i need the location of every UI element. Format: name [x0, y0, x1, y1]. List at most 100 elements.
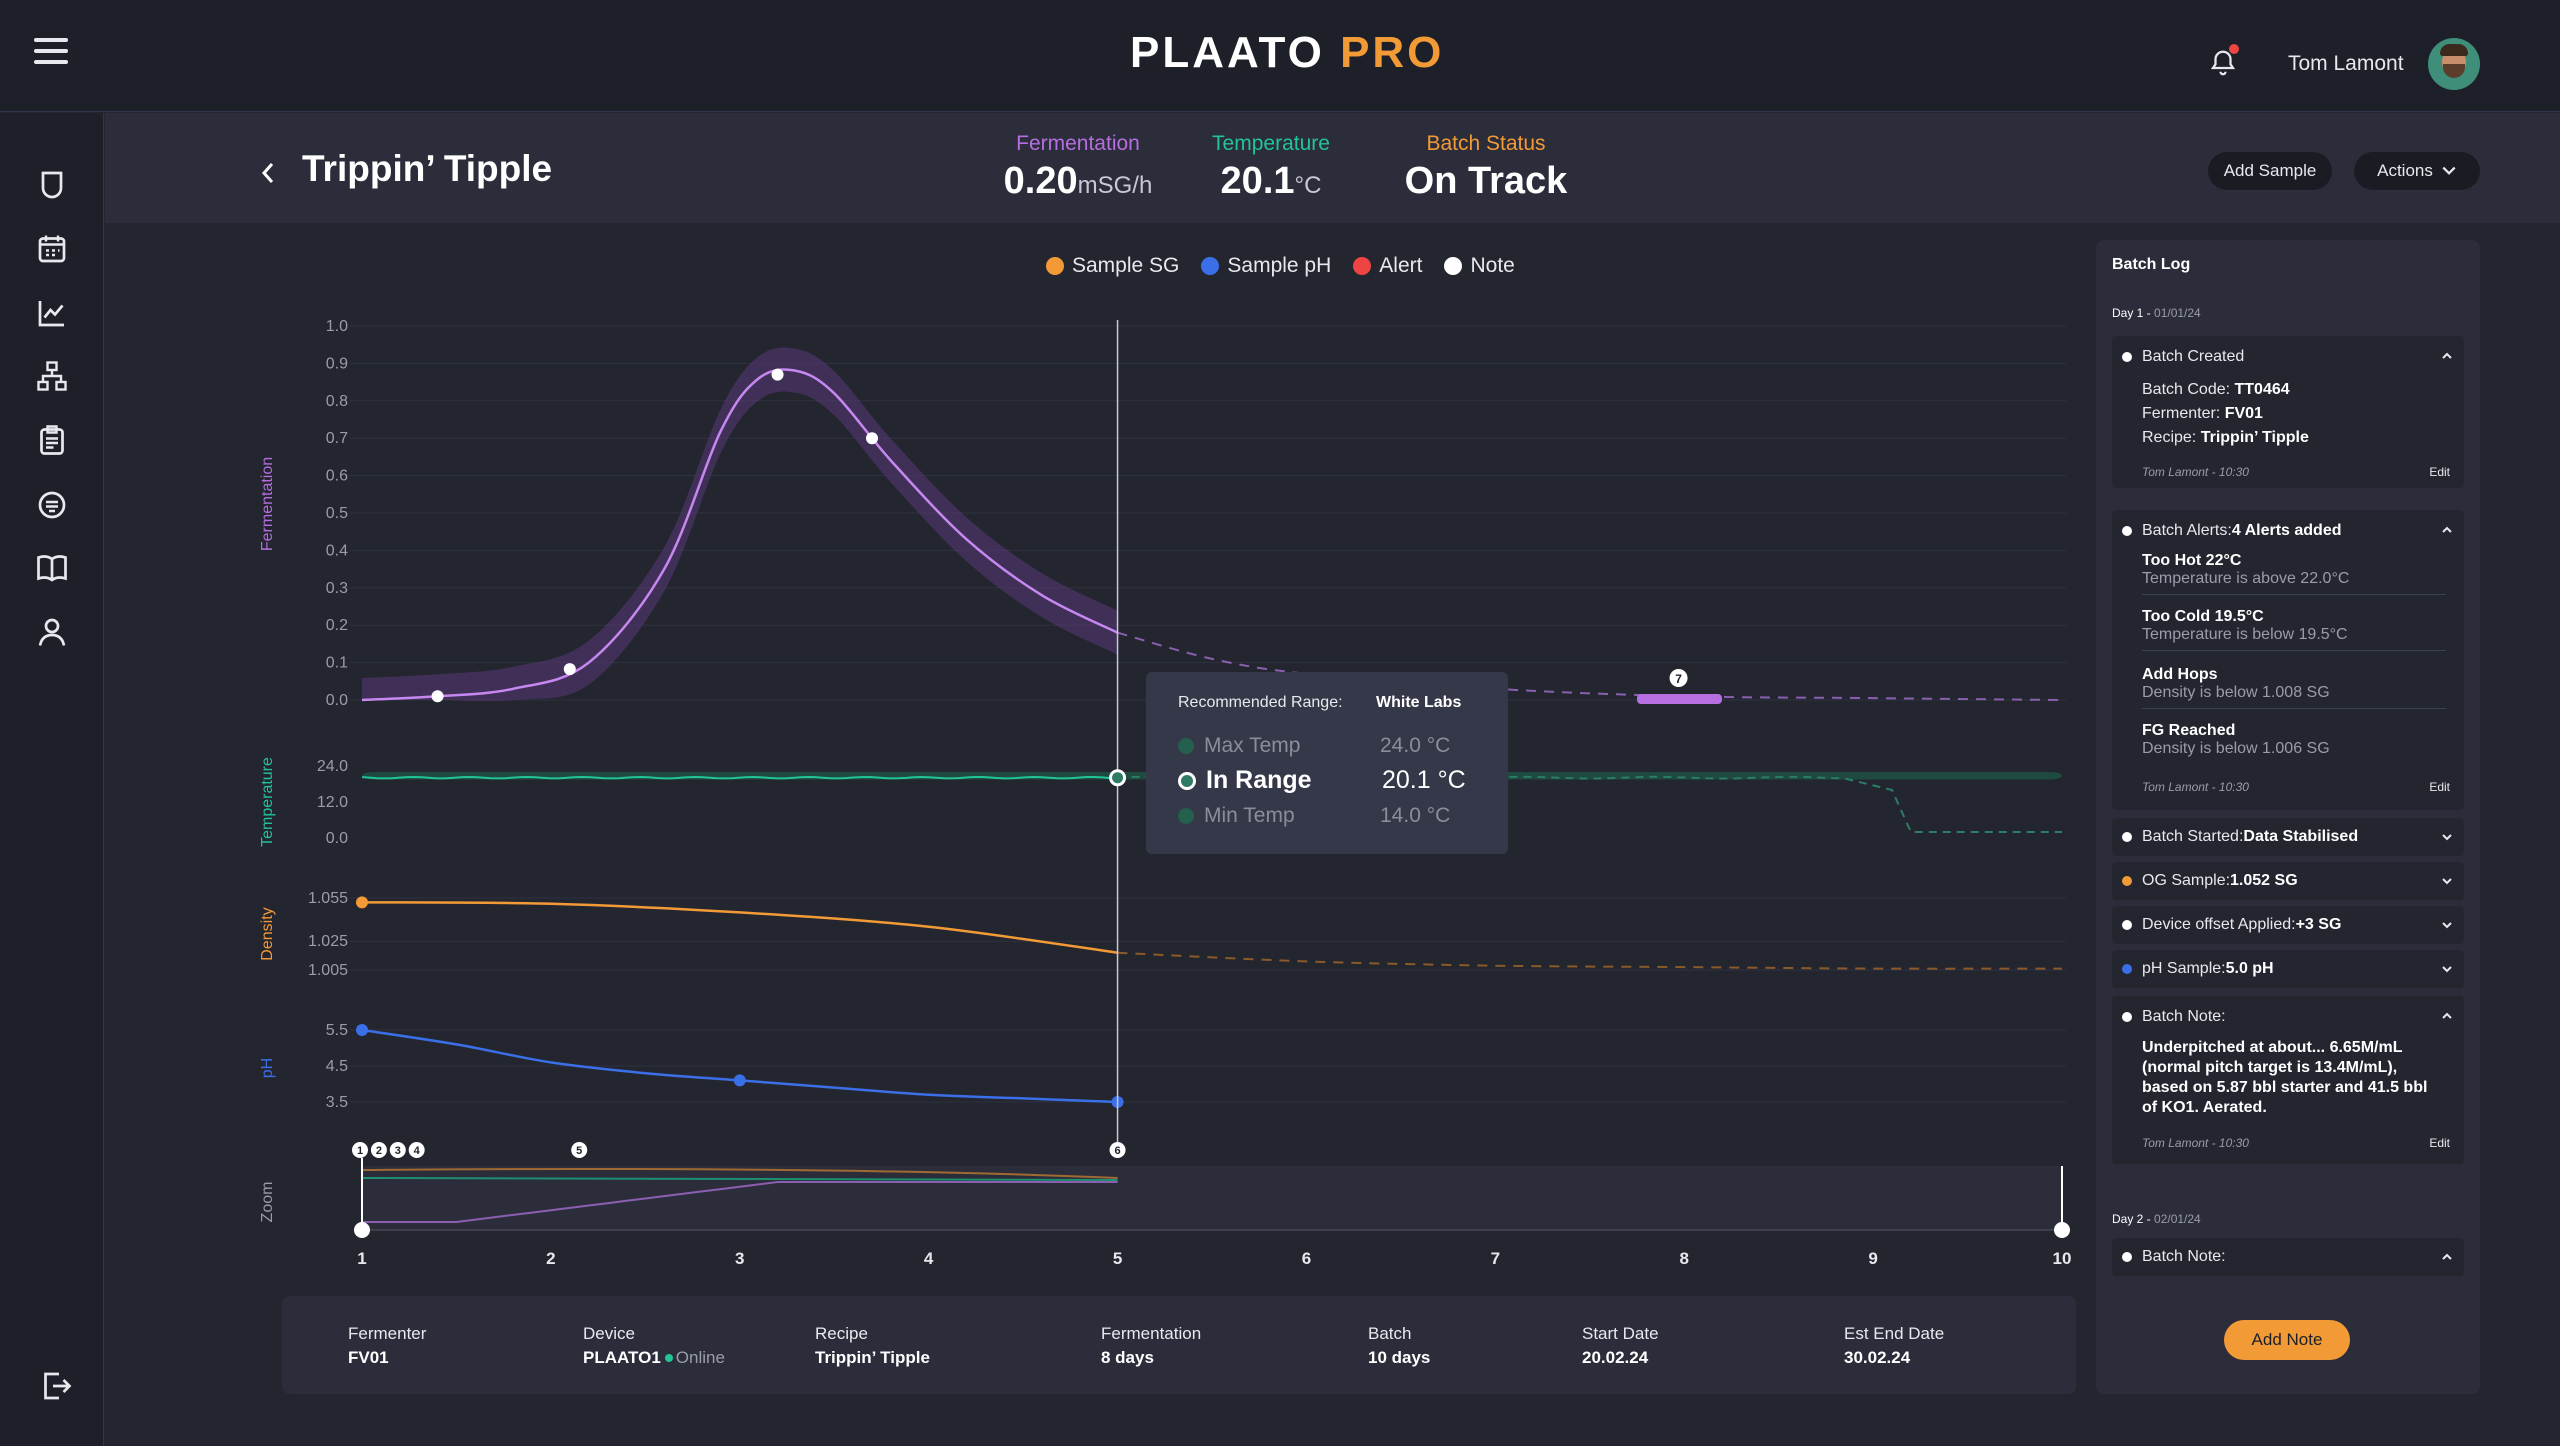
- chevron-down-icon: [2442, 834, 2452, 841]
- batch-chart[interactable]: 1.0 0.9 0.8 0.7 0.6 0.5 0.4 0.3 0.2 0.1 0.0 Ferment…: [240, 300, 2080, 1280]
- chat-icon[interactable]: [34, 487, 70, 523]
- entry-meta: Tom Lamont - 10:30: [2142, 465, 2249, 479]
- y-tick-label: 1.0: [326, 318, 348, 335]
- page-title: Trippin’ Tipple: [302, 148, 553, 189]
- log-entry-title: Batch Alerts:: [2142, 522, 2232, 539]
- clipboard-icon[interactable]: [34, 422, 70, 458]
- legend-item[interactable]: Sample SG: [1046, 254, 1179, 278]
- log-entry-title: Batch Created: [2142, 348, 2245, 365]
- legend-label: Alert: [1379, 254, 1423, 277]
- y-tick-label: 5.5: [326, 1022, 348, 1039]
- log-entry-body: Batch Code: TT0464 Fermenter: FV01 Recip…: [2142, 378, 2309, 450]
- online-status: Online: [675, 1348, 725, 1367]
- legend-item[interactable]: Note: [1444, 254, 1515, 278]
- chart-legend: Sample SG Sample pH Alert Note: [1046, 254, 1515, 278]
- alert-subtitle: Temperature is above 22.0°C: [2142, 570, 2350, 587]
- tooltip-row-max: Max Temp 24.0 °C: [1178, 734, 1450, 758]
- legend-dot: [1046, 257, 1064, 275]
- x-tick-label: 1: [357, 1249, 366, 1268]
- log-entry-title: OG Sample:: [2142, 872, 2231, 889]
- add-note-button[interactable]: Add Note: [2224, 1320, 2350, 1360]
- ph-sample-point: [356, 1024, 368, 1036]
- bullet: [2122, 832, 2132, 842]
- log-entry-batch-alerts: Batch Alerts: 4 Alerts added Too Hot 22°…: [2112, 510, 2464, 810]
- y-tick-label: 0.0: [326, 692, 348, 709]
- tooltip-row-name: Min Temp: [1204, 804, 1295, 827]
- log-entry-header[interactable]: Batch Alerts: 4 Alerts added: [2122, 510, 2454, 552]
- hamburger-menu-icon[interactable]: [34, 38, 68, 66]
- alert-item: FG Reached Density is below 1.006 SG: [2142, 722, 2446, 764]
- info-device: Device PLAATO1 Online: [583, 1324, 725, 1368]
- actions-dropdown[interactable]: Actions: [2354, 152, 2480, 190]
- top-bar: [0, 0, 2560, 112]
- x-tick-label: 8: [1679, 1249, 1688, 1268]
- zoom-density-line: [361, 1168, 1118, 1179]
- legend-item[interactable]: Alert: [1353, 254, 1422, 278]
- shield-icon[interactable]: [34, 167, 70, 203]
- temperature-line: [361, 775, 1111, 780]
- log-entry-og-sample[interactable]: OG Sample: 1.052 SG: [2112, 862, 2464, 900]
- stat-label: Temperature: [1212, 132, 1330, 155]
- legend-item[interactable]: Sample pH: [1201, 254, 1331, 278]
- day-date: 02/01/24: [2154, 1212, 2201, 1226]
- y-tick-label: 0.3: [326, 580, 348, 597]
- calendar-icon[interactable]: [34, 231, 70, 267]
- info-value: 20.02.24: [1582, 1348, 1649, 1367]
- log-entry-header[interactable]: Batch Note:: [2122, 1238, 2454, 1276]
- info-label: Start Date: [1582, 1324, 1659, 1343]
- chevron-down-icon: [2442, 166, 2456, 175]
- log-entry-header[interactable]: Device offset Applied: +3 SG: [2122, 906, 2454, 944]
- avatar[interactable]: [2428, 38, 2480, 90]
- online-dot: [664, 1354, 673, 1362]
- tooltip-header: Recommended Range:: [1178, 694, 1343, 711]
- bullet: [2122, 1012, 2132, 1022]
- note-badge: [1669, 669, 1688, 687]
- alert-title: Too Cold 19.5°C: [2142, 608, 2264, 625]
- stat-value: 0.20: [1003, 160, 1078, 202]
- log-entry-title: pH Sample:: [2142, 960, 2226, 977]
- add-sample-button[interactable]: Add Sample: [2208, 152, 2332, 190]
- chart-icon[interactable]: [34, 295, 70, 331]
- log-entry-device-offset[interactable]: Device offset Applied: +3 SG: [2112, 906, 2464, 944]
- edit-link[interactable]: Edit: [2429, 1136, 2450, 1150]
- tooltip-source: White Labs: [1376, 694, 1462, 711]
- bell-icon[interactable]: [2208, 48, 2238, 78]
- book-icon[interactable]: [34, 550, 70, 586]
- user-icon[interactable]: [34, 614, 70, 650]
- edit-link[interactable]: Edit: [2429, 465, 2450, 479]
- stat-unit: °C: [1294, 172, 1322, 199]
- zoom-handle-left: [354, 1222, 370, 1238]
- entry-meta: Tom Lamont - 10:30: [2142, 1136, 2249, 1150]
- log-entry-header[interactable]: Batch Started: Data Stabilised: [2122, 818, 2454, 856]
- user-name[interactable]: Tom Lamont: [2288, 52, 2404, 75]
- log-entry-header[interactable]: Batch Note:: [2122, 996, 2454, 1038]
- y-tick-label: 3.5: [326, 1094, 348, 1111]
- bullet: [2122, 876, 2132, 886]
- y-tick-label: 0.9: [326, 355, 348, 372]
- note-badge-label: 3: [395, 1145, 401, 1157]
- range-dot: [1178, 771, 1196, 790]
- note-badge-label: 7: [1675, 672, 1682, 686]
- log-entry-header[interactable]: Batch Created: [2122, 336, 2454, 378]
- log-entry-batch-note: Batch Note: Underpitched at about... 6.6…: [2112, 996, 2464, 1164]
- note-marker: [866, 432, 878, 445]
- alert-item: Add Hops Density is below 1.008 SG: [2142, 666, 2446, 709]
- hierarchy-icon[interactable]: [34, 358, 70, 394]
- info-label: Batch: [1368, 1324, 1412, 1343]
- bullet: [2122, 920, 2132, 930]
- log-entry-ph-sample[interactable]: pH Sample: 5.0 pH: [2112, 950, 2464, 988]
- log-entry-batch-started[interactable]: Batch Started: Data Stabilised: [2112, 818, 2464, 856]
- fermenter: FV01: [2224, 405, 2263, 422]
- log-entry-header[interactable]: OG Sample: 1.052 SG: [2122, 862, 2454, 900]
- tooltip-row-name: Max Temp: [1204, 734, 1301, 757]
- zoom-fermentation-line: [362, 1181, 1118, 1223]
- log-entry-title: Batch Started:: [2142, 828, 2244, 845]
- log-entry-header[interactable]: pH Sample: 5.0 pH: [2122, 950, 2454, 988]
- chevron-up-icon: [2442, 1253, 2452, 1260]
- tooltip-row-value: 24.0 °C: [1380, 734, 1451, 757]
- chevron-down-icon: [2442, 966, 2452, 973]
- y-tick-label: 1.055: [308, 890, 348, 907]
- back-chevron-icon[interactable]: [256, 158, 280, 188]
- edit-link[interactable]: Edit: [2429, 780, 2450, 794]
- logout-icon[interactable]: [38, 1368, 74, 1404]
